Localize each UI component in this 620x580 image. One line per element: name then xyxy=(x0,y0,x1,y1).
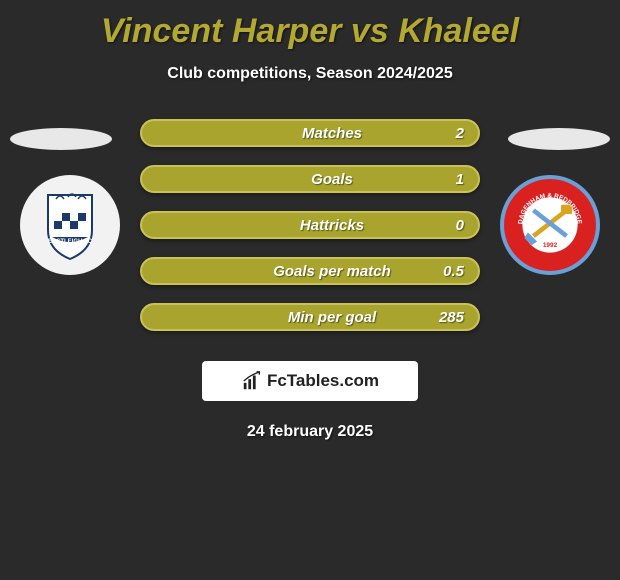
stat-value: 0.5 xyxy=(428,263,464,280)
eastleigh-crest-icon: EASTLEIGH FC xyxy=(20,175,120,275)
stat-label: Min per goal xyxy=(156,309,428,326)
stat-row: Matches 2 xyxy=(140,119,480,147)
stat-label: Hattricks xyxy=(156,217,428,234)
svg-text:EASTLEIGH FC: EASTLEIGH FC xyxy=(48,239,93,245)
stat-row: Goals per match 0.5 xyxy=(140,257,480,285)
branding-text: FcTables.com xyxy=(267,371,379,391)
stat-row: Min per goal 285 xyxy=(140,303,480,331)
player-right-shadow xyxy=(508,128,610,150)
stat-label: Goals per match xyxy=(156,263,428,280)
club-badge-right: 1992 DAGENHAM & REDBRIDGE xyxy=(500,175,600,275)
stat-value: 2 xyxy=(428,125,464,142)
date-text: 24 february 2025 xyxy=(0,423,620,441)
stat-label: Goals xyxy=(156,171,428,188)
club-badge-left: EASTLEIGH FC xyxy=(20,175,120,275)
player-left-shadow xyxy=(10,128,112,150)
page-title: Vincent Harper vs Khaleel xyxy=(0,0,620,51)
chart-icon xyxy=(241,370,263,392)
svg-text:1992: 1992 xyxy=(543,242,558,249)
stat-row: Hattricks 0 xyxy=(140,211,480,239)
stat-row: Goals 1 xyxy=(140,165,480,193)
stat-value: 285 xyxy=(428,309,464,326)
stats-container: Matches 2 Goals 1 Hattricks 0 Goals per … xyxy=(140,119,480,331)
branding-box: FcTables.com xyxy=(202,361,418,401)
stat-value: 0 xyxy=(428,217,464,234)
page-subtitle: Club competitions, Season 2024/2025 xyxy=(0,65,620,83)
dagenham-crest-icon: 1992 DAGENHAM & REDBRIDGE xyxy=(504,179,596,271)
stat-value: 1 xyxy=(428,171,464,188)
stat-label: Matches xyxy=(156,125,428,142)
